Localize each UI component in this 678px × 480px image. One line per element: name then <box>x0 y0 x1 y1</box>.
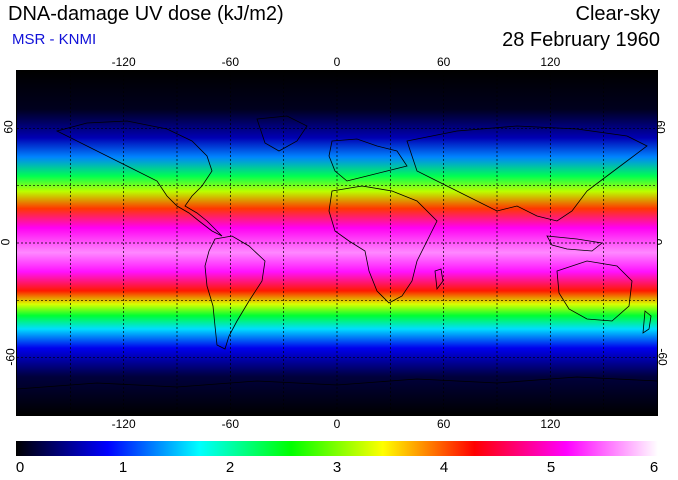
lon-tick-label: 0 <box>333 55 341 69</box>
sky-condition: Clear-sky <box>575 3 660 25</box>
colorbar-gradient <box>16 441 658 456</box>
coast-south-america <box>204 235 266 350</box>
lat-tick-label: 0 <box>0 239 12 246</box>
colorbar-tick-label: 0 <box>15 459 25 476</box>
lon-tick-label: -120 <box>111 55 136 69</box>
map-title: DNA-damage UV dose (kJ/m2) <box>8 3 284 25</box>
lon-tick-label: -120 <box>111 417 136 431</box>
lon-tick-label: 120 <box>540 417 561 431</box>
colorbar <box>16 441 658 456</box>
coast-europe <box>328 138 408 182</box>
coast-greenland <box>256 115 308 152</box>
colorbar-tick-label: 1 <box>118 459 128 476</box>
coast-new-zealand <box>642 310 652 334</box>
coast-australia <box>556 260 633 322</box>
colorbar-tick-label: 2 <box>225 459 235 476</box>
coast-madagascar <box>434 268 444 291</box>
map-subtitle: MSR - KNMI <box>12 31 97 48</box>
lon-tick-label: -60 <box>221 55 239 69</box>
colorbar-tick-label: 6 <box>649 459 659 476</box>
colorbar-tick-label: 3 <box>332 459 342 476</box>
colorbar-tick-label: 4 <box>439 459 449 476</box>
map-canvas <box>17 71 657 415</box>
lon-tick-label: -60 <box>221 417 239 431</box>
map-date: 28 February 1960 <box>502 29 660 51</box>
coast-africa <box>328 185 438 304</box>
coast-indonesia <box>546 235 603 252</box>
lon-tick-label: 60 <box>436 417 451 431</box>
lon-tick-label: 60 <box>436 55 451 69</box>
lon-tick-label: 0 <box>333 417 341 431</box>
lon-tick-label: 120 <box>540 55 561 69</box>
coast-north-america <box>55 120 223 237</box>
coast-asia <box>406 125 648 222</box>
graticule <box>17 71 657 415</box>
colorbar-tick-label: 5 <box>546 459 556 476</box>
uv-dose-map <box>16 70 658 416</box>
lat-tick-label: 60 <box>1 120 16 135</box>
